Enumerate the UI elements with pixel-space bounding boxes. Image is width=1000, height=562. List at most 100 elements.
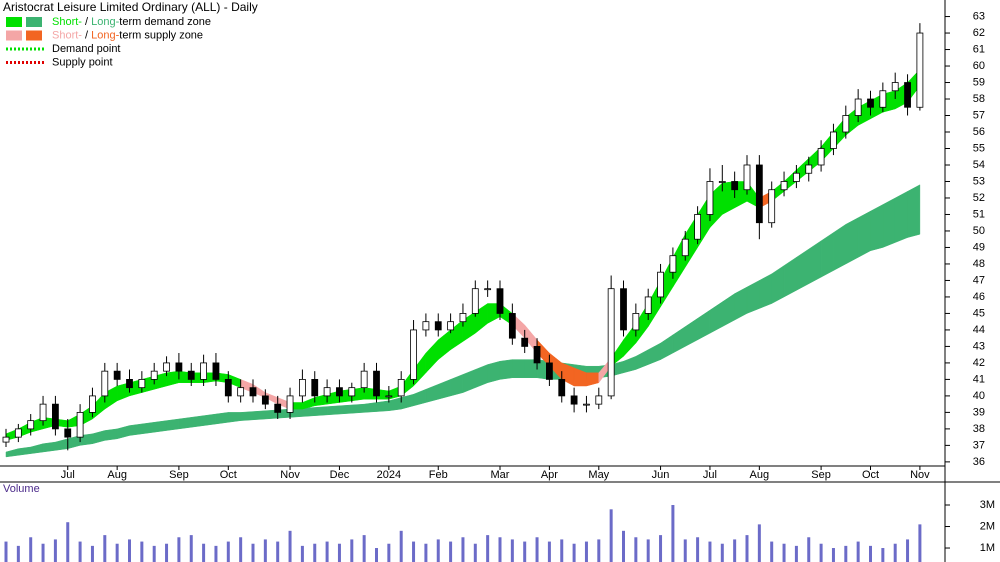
volume-bar [300, 545, 304, 562]
candle-body [261, 395, 269, 405]
legend-swatch [6, 17, 22, 27]
candle-body [323, 387, 331, 397]
volume-bar [78, 541, 82, 562]
volume-bar [683, 539, 687, 562]
x-tick-label: Sep [811, 469, 831, 481]
candle-body [595, 395, 603, 405]
legend-label: Short- / Long-term supply zone [52, 29, 203, 41]
candle-body [471, 288, 479, 314]
volume-bar [449, 541, 453, 562]
volume-bar [831, 548, 835, 562]
candle-body [39, 403, 47, 422]
y-tick-label: 51 [973, 208, 985, 220]
volume-bar [757, 524, 761, 562]
legend-text: Short- [52, 16, 82, 28]
legend-text: Long- [91, 16, 119, 28]
candle-body [657, 271, 664, 298]
candle-body [212, 362, 220, 380]
candle-body [175, 362, 183, 372]
volume-bar [350, 539, 354, 562]
volume-bar [745, 535, 749, 562]
zone-segment [339, 404, 353, 415]
volume-bar [461, 537, 465, 562]
candle-body [768, 189, 776, 224]
candle-body [669, 255, 677, 273]
volume-bar [375, 548, 378, 562]
volume-title: Volume [3, 483, 40, 495]
zone-segment [166, 418, 180, 431]
volume-bar [140, 541, 144, 562]
volume-bar [597, 539, 601, 562]
volume-bar [251, 543, 255, 562]
candle-body [681, 238, 689, 257]
legend-label: Supply point [52, 56, 113, 68]
volume-bar [609, 509, 613, 562]
candle-body [113, 370, 121, 380]
candle-body [27, 420, 35, 430]
volume-bar [29, 537, 33, 562]
candle-body [286, 395, 294, 413]
volume-bar [66, 522, 70, 562]
candle-body [731, 181, 739, 191]
zone-segment [178, 417, 192, 430]
legend-text: term demand zone [119, 16, 211, 28]
candle-body [706, 181, 714, 215]
volume-bar [226, 541, 230, 562]
volume-bar [510, 539, 514, 562]
volume-bar [436, 539, 440, 562]
candle-body [632, 313, 640, 331]
x-tick-label: Nov [910, 469, 930, 481]
volume-bar [807, 537, 811, 562]
candle-body [484, 288, 492, 291]
volume-bar [90, 545, 94, 562]
x-tick-label: Jul [61, 469, 75, 481]
legend-label: Demand point [52, 43, 121, 55]
zone-segment [376, 400, 390, 412]
x-tick-label: Dec [330, 469, 350, 481]
volume-bar [547, 541, 551, 562]
y-tick-label: 38 [973, 423, 985, 435]
y-tick-label: 53 [973, 175, 985, 187]
volume-bar [313, 543, 317, 562]
y-tick-label: 39 [973, 406, 985, 418]
volume-bar [189, 535, 193, 562]
volume-bar [794, 545, 798, 562]
candle-body [52, 403, 59, 430]
y-tick-label: 62 [973, 27, 985, 39]
candle-body [237, 387, 245, 397]
candle-body [459, 313, 467, 323]
candle-body [830, 131, 837, 149]
candle-body [138, 379, 146, 389]
volume-bar [362, 535, 366, 562]
legend-swatch [26, 30, 42, 41]
y-tick-label: 41 [973, 373, 985, 385]
zone-segment [363, 402, 377, 413]
y-tick-label: 36 [973, 456, 985, 468]
candle-body [644, 296, 652, 314]
volume-bar [337, 543, 341, 562]
x-tick-label: Jul [703, 469, 717, 481]
zone-segment [42, 441, 56, 453]
candle-body [521, 337, 529, 347]
zone-segment [191, 415, 204, 428]
volume-bar [486, 535, 490, 562]
volume-bar [584, 541, 588, 562]
x-tick-label: Jun [652, 469, 670, 481]
candle-body [447, 321, 455, 331]
x-tick-label: Aug [750, 469, 770, 481]
volume-bar [325, 541, 329, 562]
zone-segment [907, 184, 921, 238]
volume-bar [770, 541, 774, 562]
zone-segment [326, 405, 340, 416]
zone-segment [129, 423, 143, 436]
candle-body [311, 379, 319, 397]
candle-body [583, 403, 590, 406]
candle-body [620, 288, 627, 331]
volume-bar [41, 543, 45, 562]
volume-bar [16, 545, 20, 562]
candle-body [14, 428, 22, 438]
zone-segment [153, 420, 167, 433]
candle-body [842, 115, 850, 133]
volume-tick-label: 3M [980, 499, 995, 511]
volume-bar [844, 545, 848, 562]
